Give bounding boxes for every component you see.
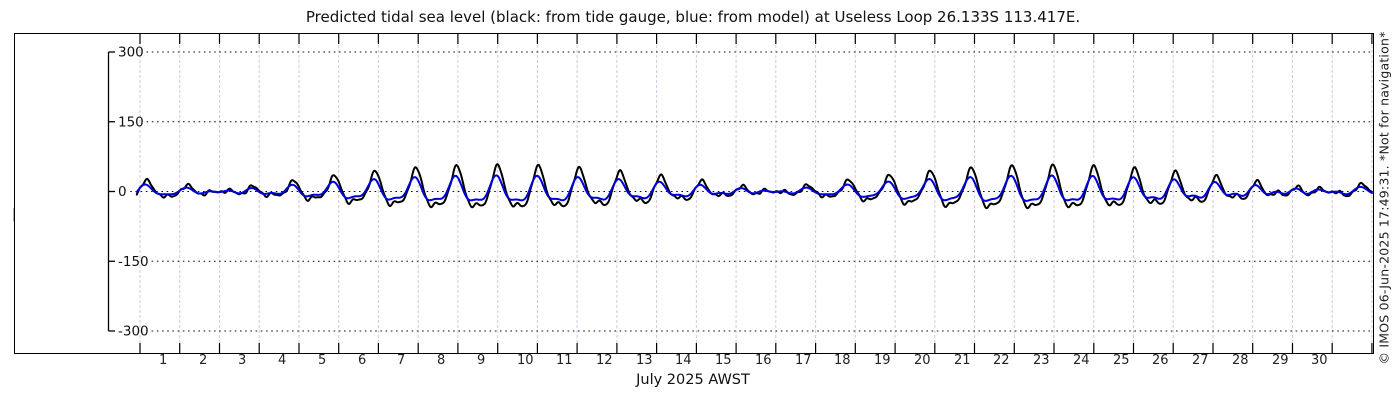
x-tick-label: 9: [477, 353, 486, 368]
x-tick-label: 11: [556, 353, 573, 368]
x-tick-label: 15: [715, 353, 732, 368]
copyright-watermark: © IMOS 06-Jun-2025 17:49:31. *Not for na…: [1376, 31, 1392, 365]
x-tick-label: 29: [1272, 353, 1289, 368]
y-tick-label: -150: [118, 254, 149, 270]
x-tick-label: 18: [834, 353, 851, 368]
x-tick-label: 23: [1033, 353, 1050, 368]
x-tick-label: 17: [795, 353, 812, 368]
x-tick-label: 10: [517, 353, 534, 368]
x-tick-label: 27: [1192, 353, 1209, 368]
series-model: [135, 174, 1373, 202]
x-tick-label: 21: [954, 353, 971, 368]
x-tick-label: 6: [358, 353, 367, 368]
plot-canvas: 300 150 0 -150 -300: [107, 34, 1373, 353]
y-tick-label: 150: [118, 114, 144, 130]
x-tick-label: 22: [993, 353, 1010, 368]
x-axis-labels: 1 2 3 4 5 6 7 8 9 10 11 12 13 14 15 16 17 18 19 20 21 22 23 24 2…: [0, 353, 1400, 370]
chart-title: Predicted tidal sea level (black: from t…: [305, 8, 1081, 26]
x-tick-label: 28: [1232, 353, 1249, 368]
x-tick-label: 8: [437, 353, 446, 368]
x-tick-label: 26: [1152, 353, 1169, 368]
x-tick-label: 4: [278, 353, 287, 368]
x-tick-label: 7: [397, 353, 406, 368]
x-axis-title: July 2025 AWST: [636, 372, 750, 388]
x-tick-label: 20: [914, 353, 931, 368]
x-tick-label: 12: [596, 353, 613, 368]
y-tick-label: -300: [118, 324, 149, 340]
x-tick-label: 14: [675, 353, 692, 368]
x-tick-label: 3: [238, 353, 247, 368]
x-tick-label: 19: [874, 353, 891, 368]
x-tick-label: 2: [199, 353, 208, 368]
y-tick-label: 0: [118, 184, 127, 200]
x-tick-label: 24: [1073, 353, 1090, 368]
y-tick-label: 300: [118, 45, 144, 61]
x-tick-label: 5: [318, 353, 327, 368]
series-tide-gauge: [135, 163, 1373, 210]
x-tick-label: 25: [1113, 353, 1130, 368]
x-tick-label: 30: [1311, 353, 1328, 368]
x-tick-label: 16: [755, 353, 772, 368]
plot-area: 300 150 0 -150 -300: [14, 33, 1374, 354]
x-tick-label: 13: [636, 353, 653, 368]
x-tick-label: 1: [159, 353, 168, 368]
